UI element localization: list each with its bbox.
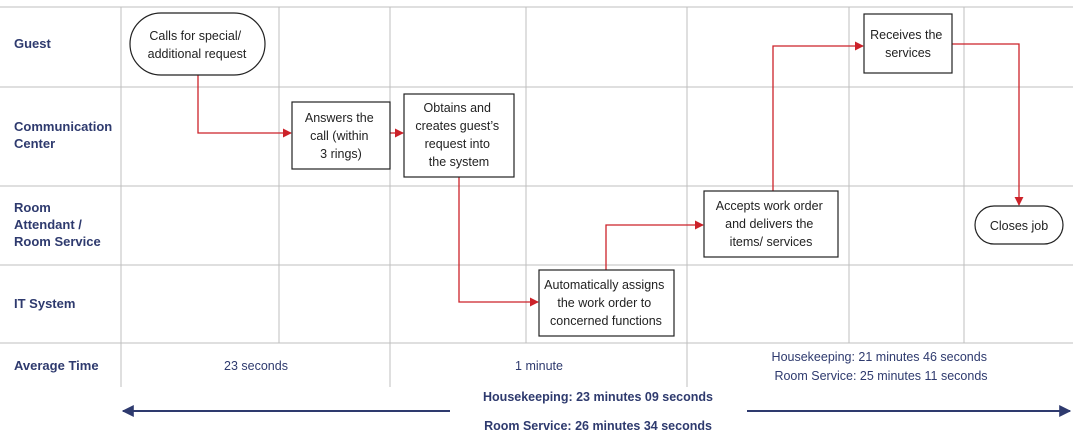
step-obtains-request (403, 93, 515, 178)
average-time-segment-2: 1 minute (515, 359, 563, 373)
step-receives-services (863, 13, 953, 74)
lane-label-guest: Guest (14, 36, 52, 51)
lane-label-average-time: Average Time (14, 358, 99, 373)
average-time-segment-3: Housekeeping: 21 minutes 46 seconds Room… (772, 350, 991, 383)
step-answers-call (291, 101, 391, 170)
total-room-service: Room Service: 26 minutes 34 seconds (484, 419, 712, 433)
step-accepts-work-order (703, 190, 839, 258)
step-answers-call-text: Answers the call (within 3 rings) (305, 111, 377, 161)
total-housekeeping: Housekeeping: 23 minutes 09 seconds (483, 390, 713, 404)
flow-connectors (197, 41, 1024, 307)
step-closes-job (974, 205, 1064, 245)
step-receives-services-text: Receives the services (870, 28, 946, 60)
step-accepts-work-order-text: Accepts work order and delivers the item… (716, 199, 826, 249)
flow-arrow-3 (458, 177, 539, 307)
flow-arrow-4 (605, 220, 704, 270)
flow-arrow-1 (197, 75, 292, 138)
step-closes-job-text: Closes job (990, 219, 1048, 233)
average-time-segment-1: 23 seconds (224, 359, 288, 373)
step-assigns-work-order (538, 269, 675, 337)
swimlane-grid (0, 6, 1073, 387)
step-obtains-request-text: Obtains and creates guest’s request into… (415, 101, 502, 169)
flow-arrow-6 (952, 43, 1024, 206)
lane-label-it-system: IT System (14, 296, 75, 311)
step-calls-request-text: Calls for special/ additional request (148, 29, 247, 61)
lane-label-communication-center: Communication Center (14, 119, 116, 151)
flow-arrow-5 (772, 41, 864, 191)
step-calls-request (129, 12, 266, 76)
lane-label-room-attendant: Room Attendant / Room Service (14, 200, 101, 249)
step-assigns-work-order-text: Automatically assigns the work order to … (544, 278, 668, 328)
